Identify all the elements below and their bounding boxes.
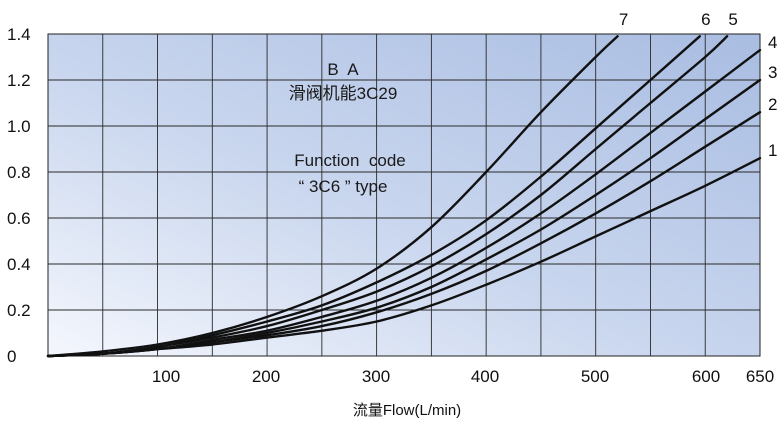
- series-label-5: 5: [728, 10, 737, 29]
- x-axis-label: 流量Flow(L/min): [353, 402, 461, 419]
- y-tick-label: 0.4: [7, 255, 31, 274]
- y-tick-label: 1.2: [7, 71, 31, 90]
- series-label-7: 7: [619, 10, 628, 29]
- series-layer: 1 2 3 4 56 7: [46, 10, 777, 358]
- series-label-4: 4: [768, 33, 777, 52]
- x-tick-label: 300: [362, 367, 390, 386]
- horizontal-gridlines: [48, 79, 760, 311]
- annotation-spool-function: 滑阀机能3C29: [289, 84, 398, 103]
- y-tick-label: 0: [7, 347, 16, 366]
- y-tick-label: 1.4: [7, 25, 31, 44]
- x-tick-label: 500: [581, 367, 609, 386]
- x-tick-label: 200: [252, 367, 280, 386]
- y-tick-label: 0.6: [7, 209, 31, 228]
- y-tick-label: 0.2: [7, 301, 31, 320]
- series-line-4: [46, 48, 762, 358]
- series-label-6: 6: [701, 10, 710, 29]
- annotation-type: “ 3C6 ” type: [299, 177, 388, 196]
- annotation-port-labels: B A: [327, 60, 359, 79]
- series-label-1: 1: [768, 141, 777, 160]
- x-tick-label: 400: [471, 367, 499, 386]
- y-tick-label: 1.0: [7, 117, 31, 136]
- annotation-function-code: Function code: [294, 151, 406, 170]
- series-label-3: 3: [768, 63, 777, 82]
- x-tick-label: 650: [746, 367, 774, 386]
- plot-frame: [47, 33, 761, 357]
- series-line-7: [46, 35, 619, 358]
- plot-background: [48, 34, 760, 356]
- y-tick-label: 0.8: [7, 163, 31, 182]
- series-label-2: 2: [768, 95, 777, 114]
- series-line-6: [46, 35, 701, 358]
- x-tick-label: 100: [152, 367, 180, 386]
- x-tick-label: 600: [692, 367, 720, 386]
